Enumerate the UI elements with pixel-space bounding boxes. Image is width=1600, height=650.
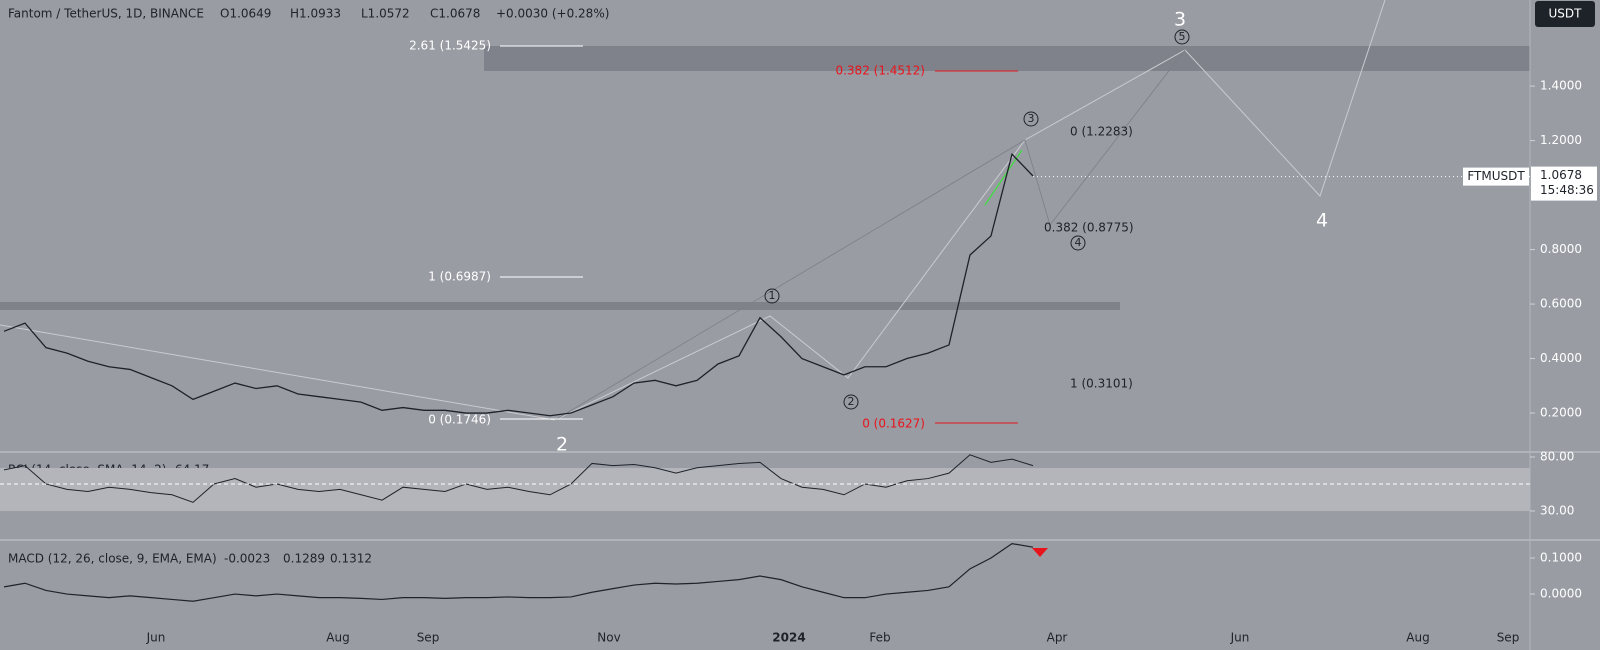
wave-count-line [0,0,1386,421]
rsi-line [3,454,1034,503]
wave-label: 2 [848,395,855,408]
wave-label: 4 [1075,236,1082,249]
x-tick-label: Aug [326,631,349,645]
y-tick-label: 0.8000 [1540,242,1582,256]
price-tag-label: 1.0678 [1540,168,1582,182]
x-tick-label: Aug [1406,631,1429,645]
x-tick-label: 2024 [772,631,805,645]
x-tick-label: Nov [597,631,620,645]
x-tick-label: Feb [869,631,890,645]
macd-title: MACD (12, 26, close, 9, EMA, EMA) [8,552,217,566]
fib-label: 0.382 (0.8775) [1044,221,1134,235]
divergence-line [984,149,1023,206]
fib-label: 0 (0.1746) [428,413,491,427]
fib-label: 1 (0.3101) [1070,377,1133,391]
fib-label: 1 (0.6987) [428,270,491,284]
x-tick-label: Apr [1047,631,1068,645]
wave-label: 5 [1179,30,1186,43]
wave-circles [764,29,1190,410]
ohlc-high: H1.0933 [290,7,341,21]
ohlc-close: C1.0678 [430,7,480,21]
ohlc-change: +0.0030 (+0.28%) [496,7,609,21]
macd-signal: 0.1312 [330,552,372,566]
ohlc-open: O1.0649 [220,7,271,21]
resistance-zone [484,46,1530,71]
wave-label: 1 [769,289,776,302]
price-tag [1531,166,1597,201]
price-line [3,152,1034,417]
fib-label: 0.382 (1.4512) [835,64,925,78]
wave-label: 4 [1316,210,1328,232]
x-tick-label: Jun [146,631,166,645]
fib-label: 0 (1.2283) [1070,125,1133,139]
y-tick-label: 1.4000 [1540,79,1582,93]
y-tick-label: 0.4000 [1540,351,1582,365]
y-tick-label: 0.6000 [1540,297,1582,311]
x-tick-label: Sep [417,631,440,645]
ohlc-low: L1.0572 [361,7,410,21]
macd-value: 0.1289 [283,552,325,566]
wave-label: 3 [1174,9,1186,31]
countdown: 15:48:36 [1540,183,1594,197]
fib-label: 0 (0.1627) [862,417,925,431]
y-tick-label: 1.2000 [1540,133,1582,147]
wave-label: 2 [556,434,568,456]
fib-label: 2.61 (1.5425) [409,39,491,53]
y-tick-label: 0.1000 [1540,551,1582,565]
symbol-tag-label: FTMUSDT [1467,169,1525,183]
y-tick-label: 0.0000 [1540,587,1582,601]
sell-signal [1032,548,1048,557]
currency-label[interactable]: USDT [1549,7,1583,21]
symbol: Fantom / TetherUS, 1D, BINANCE [8,7,204,21]
currency-button[interactable] [1535,1,1595,27]
rsi-band [0,467,1530,511]
y-tick-label: 30.00 [1540,503,1574,517]
y-tick-label: 80.00 [1540,449,1574,463]
x-tick-label: Jun [1230,631,1250,645]
symbol-tag [1463,167,1529,186]
wave-label: 3 [1028,112,1035,125]
y-tick-label: 0.2000 [1540,406,1582,420]
support-zone [0,302,1120,310]
x-tick-label: Sep [1497,631,1520,645]
macd-hist: -0.0023 [224,552,270,566]
macd-line [3,542,1034,602]
wave-channel [554,49,1186,421]
